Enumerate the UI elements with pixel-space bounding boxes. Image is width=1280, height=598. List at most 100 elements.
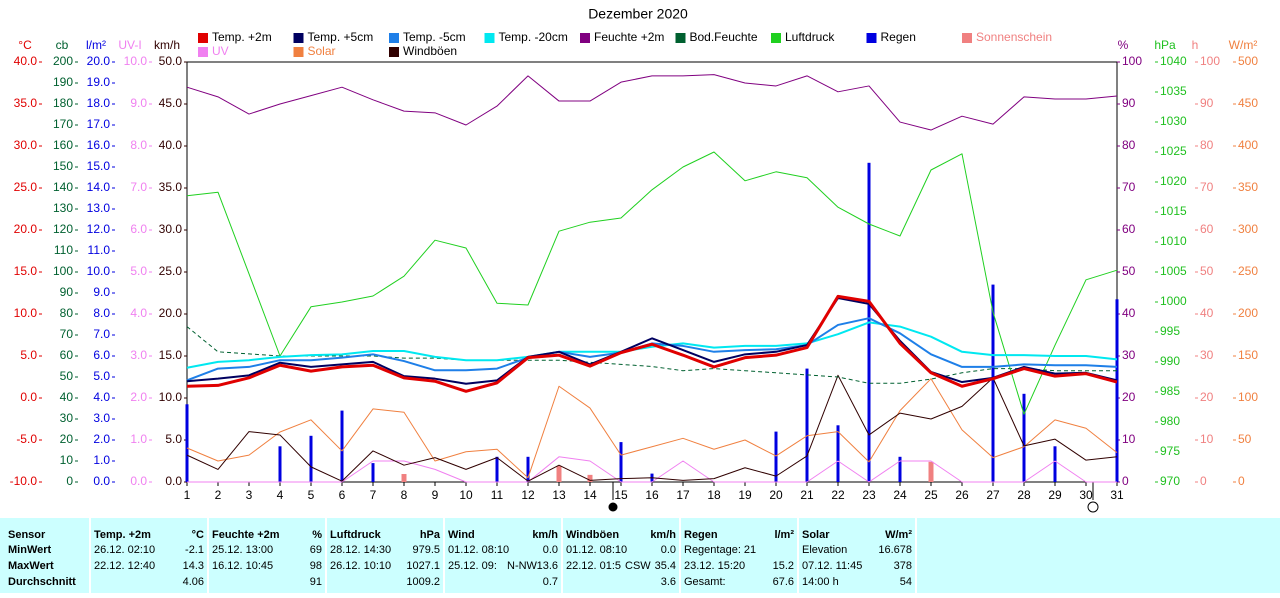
y-tick-label: 150 bbox=[53, 159, 73, 173]
y-tick-label: 50 bbox=[1200, 264, 1214, 278]
axis-unit: hPa bbox=[1154, 38, 1176, 52]
table-cell: 16.678 bbox=[878, 544, 912, 556]
y-tick-label: 1020 bbox=[1160, 174, 1187, 188]
series-line bbox=[186, 374, 1118, 482]
table-group-name: Wind bbox=[448, 529, 475, 541]
y-tick-label: 1015 bbox=[1160, 204, 1187, 218]
table-cell: 07.12. 11:45 bbox=[802, 560, 862, 572]
table-header: Sensor bbox=[8, 529, 46, 541]
bar bbox=[774, 431, 778, 482]
bar bbox=[928, 461, 934, 482]
y-tick-label: 90 bbox=[1200, 96, 1214, 110]
y-tick-label: 500 bbox=[1238, 54, 1258, 68]
legend-label: Solar bbox=[308, 44, 336, 58]
y-tick-label: 100 bbox=[1238, 390, 1258, 404]
x-tick-label: 19 bbox=[738, 488, 752, 502]
table-group-name: Luftdruck bbox=[330, 529, 382, 541]
y-tick-label: 250 bbox=[1238, 264, 1258, 278]
y-tick-label: 40 bbox=[1200, 306, 1214, 320]
x-tick-label: 1 bbox=[184, 488, 191, 502]
y-tick-label: 80 bbox=[60, 306, 74, 320]
y-tick-label: 40 bbox=[60, 390, 74, 404]
y-tick-label: 8.0 bbox=[130, 138, 147, 152]
y-tick-label: 60 bbox=[1200, 222, 1214, 236]
legend-swatch bbox=[866, 33, 877, 43]
legend-label: Sonnenschein bbox=[976, 30, 1052, 44]
y-tick-label: 980 bbox=[1160, 414, 1180, 428]
table-row-label: MaxWert bbox=[8, 560, 54, 572]
series-line bbox=[186, 151, 1118, 415]
y-tick-label: -10.0 bbox=[10, 474, 38, 488]
legend-swatch bbox=[293, 47, 304, 57]
y-tick-label: 30.0 bbox=[159, 222, 183, 236]
table-cell: 14.3 bbox=[183, 560, 204, 572]
y-tick-label: 180 bbox=[53, 96, 73, 110]
table-cell: 98 bbox=[310, 560, 322, 572]
y-tick-label: 8.0 bbox=[93, 306, 110, 320]
y-tick-label: 40.0 bbox=[14, 54, 38, 68]
y-tick-label: 6.0 bbox=[130, 222, 147, 236]
table-cell: 22.12. 12:40 bbox=[94, 560, 155, 572]
y-tick-label: 1030 bbox=[1160, 114, 1187, 128]
y-tick-label: 5.0 bbox=[165, 432, 182, 446]
y-tick-label: 5.0 bbox=[20, 348, 37, 362]
table-cell: 378 bbox=[894, 560, 912, 572]
table-cell: 16.12. 10:45 bbox=[212, 560, 273, 572]
table-row-label: MinWert bbox=[8, 544, 52, 556]
y-tick-label: 40.0 bbox=[159, 138, 183, 152]
table-group-unit: l/m² bbox=[774, 529, 794, 541]
bar bbox=[619, 442, 623, 482]
x-tick-label: 22 bbox=[831, 488, 845, 502]
y-tick-label: 60 bbox=[1122, 222, 1136, 236]
bar bbox=[991, 284, 995, 482]
bar bbox=[526, 456, 530, 482]
table-group-name: Temp. +2m bbox=[94, 529, 151, 541]
x-tick-label: 11 bbox=[491, 488, 504, 502]
y-tick-label: 995 bbox=[1160, 324, 1180, 338]
y-tick-label: 5.0 bbox=[130, 264, 147, 278]
bar bbox=[1115, 299, 1119, 482]
y-tick-label: 14.0 bbox=[87, 180, 111, 194]
y-tick-label: 200 bbox=[1238, 306, 1258, 320]
table-cell: 26.12. 02:10 bbox=[94, 544, 155, 556]
y-tick-label: 7.0 bbox=[93, 327, 110, 341]
y-tick-label: 130 bbox=[53, 201, 73, 215]
y-tick-label: 990 bbox=[1160, 354, 1180, 368]
table-cell: 23.12. 15:20 bbox=[684, 560, 745, 572]
table-cell: 1027.1 bbox=[406, 560, 440, 572]
y-tick-label: 9.0 bbox=[130, 96, 147, 110]
y-tick-label: 0 bbox=[1238, 474, 1245, 488]
table-cell: 979.5 bbox=[412, 544, 440, 556]
axis-unit: cb bbox=[56, 38, 69, 52]
y-tick-label: 10.0 bbox=[124, 54, 148, 68]
series-line bbox=[186, 321, 1118, 369]
axis-unit: W/m² bbox=[1229, 38, 1258, 52]
table-cell: 0.0 bbox=[661, 544, 676, 556]
table-group-name: Regen bbox=[684, 529, 718, 541]
axis-unit: % bbox=[1118, 38, 1129, 52]
y-tick-label: 3.0 bbox=[130, 348, 147, 362]
y-tick-label: 35.0 bbox=[14, 96, 38, 110]
y-tick-label: 1040 bbox=[1160, 54, 1187, 68]
y-tick-label: 60 bbox=[60, 348, 74, 362]
table-cell: -2.1 bbox=[185, 544, 204, 556]
legend-label: Windböen bbox=[403, 44, 457, 58]
x-tick-label: 26 bbox=[955, 488, 969, 502]
y-tick-label: 970 bbox=[1160, 474, 1180, 488]
y-tick-label: 9.0 bbox=[93, 285, 110, 299]
legend-label: Feuchte +2m bbox=[594, 30, 664, 44]
y-tick-label: 90 bbox=[60, 285, 74, 299]
table-cell: 4.06 bbox=[183, 576, 204, 588]
table-cell: 25.12. 09: bbox=[448, 560, 497, 572]
y-tick-label: 16.0 bbox=[87, 138, 111, 152]
y-tick-label: 18.0 bbox=[87, 96, 111, 110]
series-line bbox=[187, 456, 1117, 483]
y-tick-label: 170 bbox=[53, 117, 73, 131]
y-tick-label: 985 bbox=[1160, 384, 1180, 398]
y-tick-label: 100 bbox=[1200, 54, 1220, 68]
x-tick-label: 7 bbox=[370, 488, 377, 502]
legend-swatch bbox=[198, 33, 208, 43]
x-tick-label: 20 bbox=[769, 488, 783, 502]
